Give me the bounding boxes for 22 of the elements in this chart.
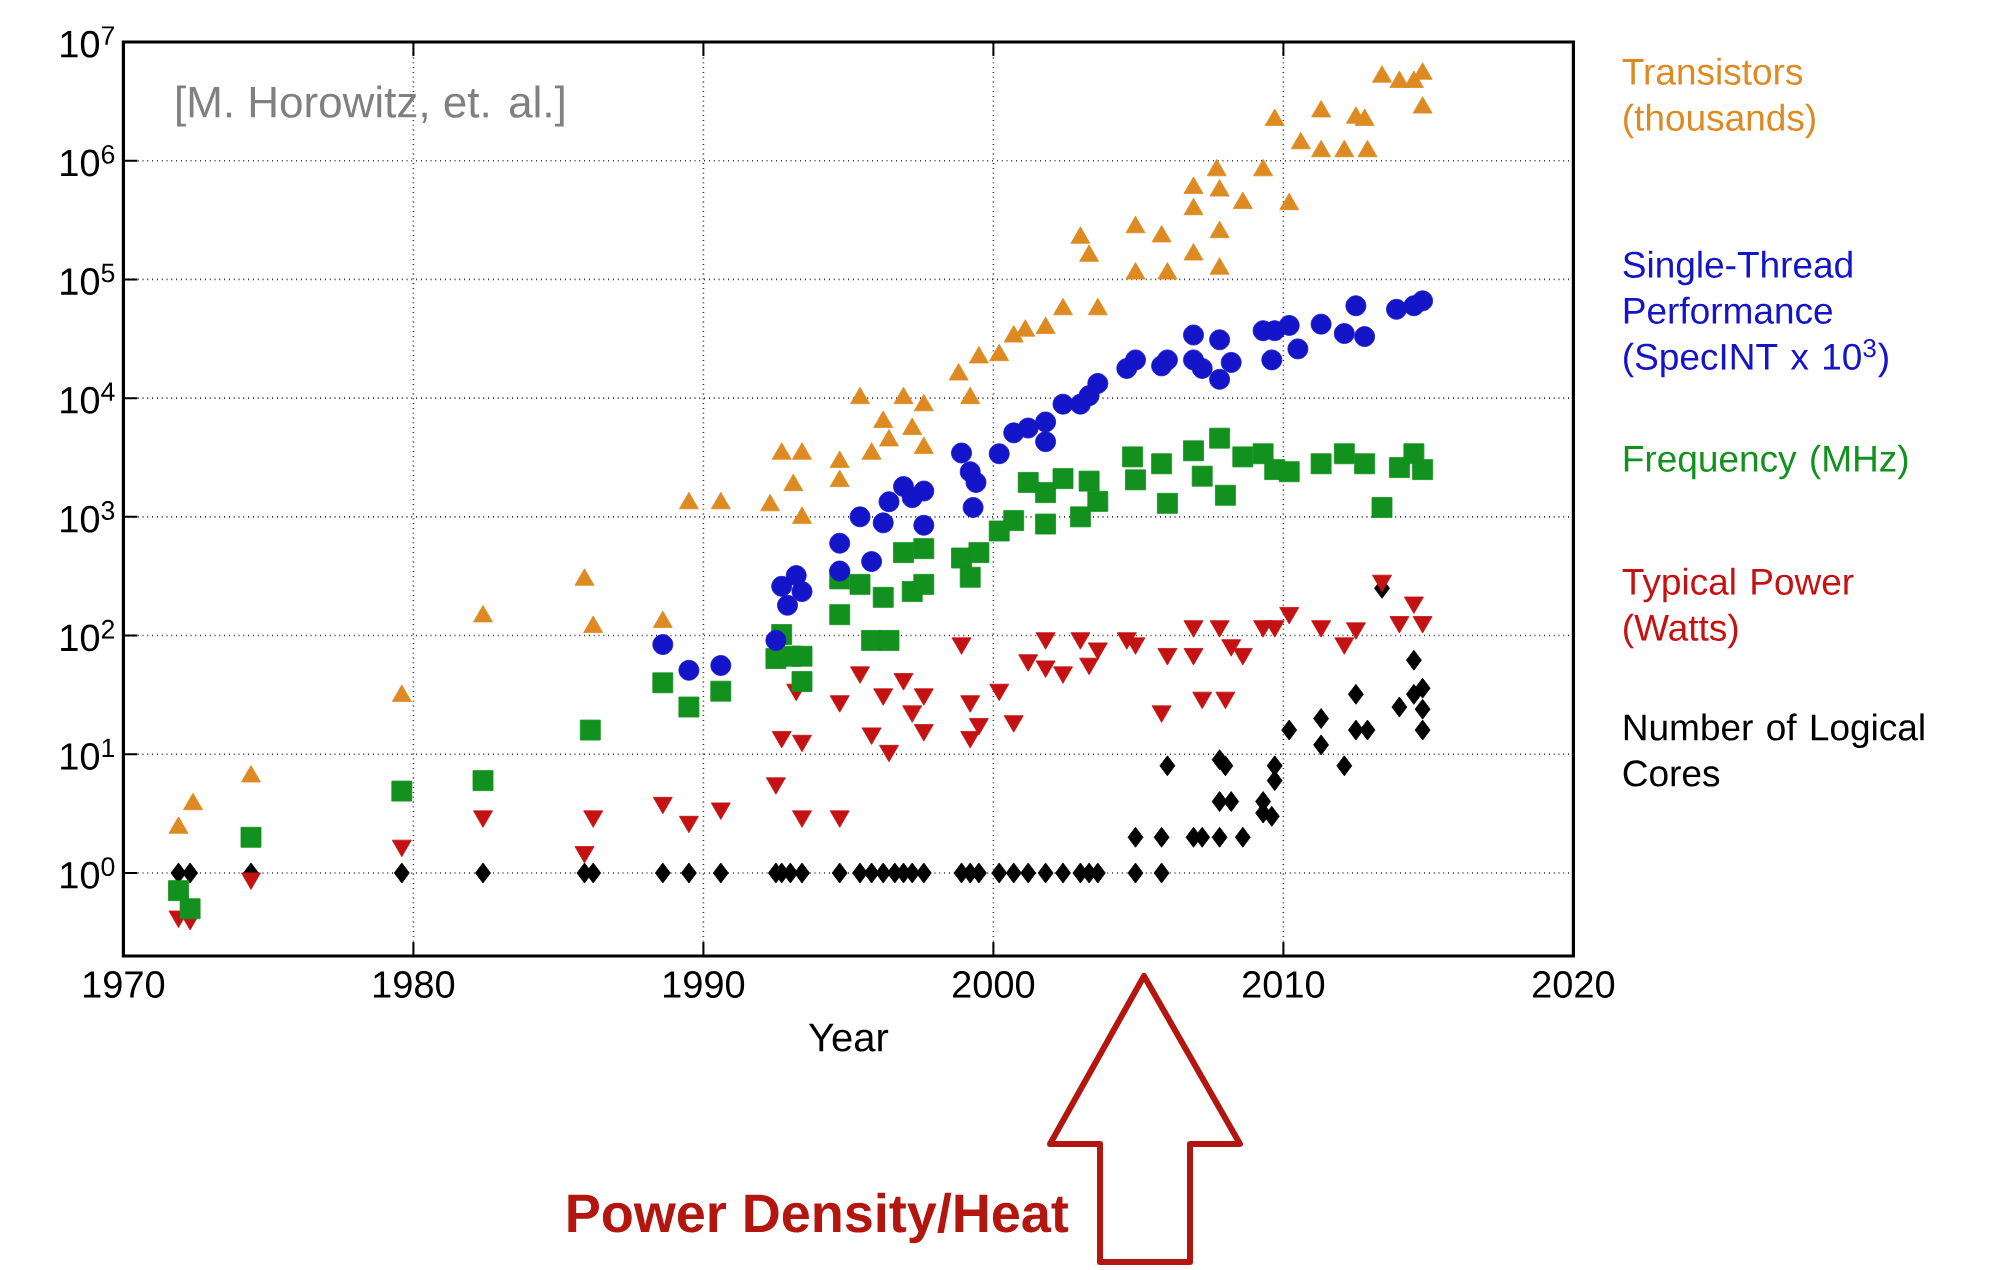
y-tick-label: 10$^{1}$ [61, 738, 115, 770]
x-tick-label: 1980 [374, 971, 455, 998]
text: Power Density/Heat [568, 1192, 1069, 1244]
text: Transistors (thousands) [1622, 57, 1815, 139]
y-tick-label: 10$^{3}$ [61, 501, 115, 533]
y-tick-label: 10$^{5}$ [61, 263, 115, 296]
text: Single-Thread Performance (SpecINT x 10$^{3}$) [1623, 250, 1888, 378]
x-tick-label: 1990 [664, 971, 745, 998]
x-tick-label: 2000 [953, 971, 1035, 998]
x-tick-label: 2010 [1243, 971, 1325, 998]
y-tick-label: 10$^{4}$ [61, 382, 115, 414]
annotation: [M. Horowitz, et. al.] [177, 85, 564, 127]
text: Frequency (MHz) [1624, 444, 1908, 480]
x-tick-label: 2020 [1533, 971, 1615, 998]
y-tick-label: 10$^{6}$ [61, 144, 115, 177]
text: Typical Power (Watts) [1622, 567, 1854, 649]
text: Number of Logical Cores [1623, 713, 1924, 787]
y-tick-label: 10$^{0}$ [61, 857, 115, 889]
y-tick-label: 10$^{2}$ [61, 619, 115, 652]
x-axis-title: Year [808, 1023, 889, 1052]
x-tick-label: 1970 [84, 971, 165, 998]
y-tick-label: 10$^{7}$ [61, 26, 115, 58]
